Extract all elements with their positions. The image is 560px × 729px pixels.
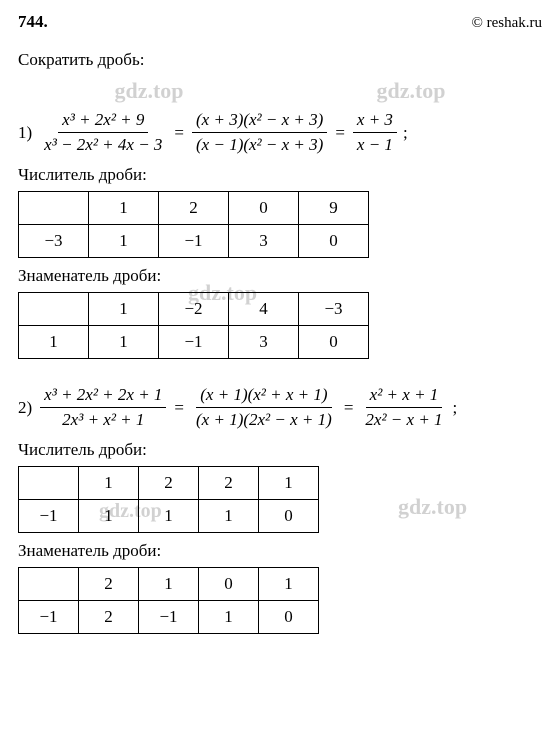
cell: 0 — [299, 326, 369, 359]
numerator: x³ + 2x² + 9 — [58, 110, 148, 133]
cell: 2 — [199, 467, 259, 500]
cell: −2 — [159, 293, 229, 326]
table-row: 1 2 2 1 — [19, 467, 319, 500]
fraction: x + 3 x − 1 — [353, 110, 397, 155]
denominator-label: Знаменатель дроби: — [18, 541, 542, 561]
fraction: x³ + 2x² + 2x + 1 2x³ + x² + 1 — [40, 385, 166, 430]
numerator-table-1: 1 2 0 9 −3 1 −1 3 0 — [18, 191, 369, 258]
copyright: © reshak.ru — [471, 15, 542, 32]
equals: = — [174, 398, 184, 418]
cell: 4 — [229, 293, 299, 326]
cell: 1 — [89, 293, 159, 326]
equation-1: 1) x³ + 2x² + 9 x³ − 2x² + 4x − 3 = (x +… — [18, 110, 542, 155]
fraction: x² + x + 1 2x² − x + 1 — [361, 385, 446, 430]
denominator: x − 1 — [353, 133, 397, 155]
numerator: x + 3 — [353, 110, 397, 133]
cell: 1 — [139, 500, 199, 533]
cell: 1 — [199, 601, 259, 634]
cell: 2 — [79, 568, 139, 601]
watermark-text: gdz.top — [114, 78, 183, 104]
semicolon: ; — [453, 398, 458, 418]
cell: 1 — [259, 467, 319, 500]
problem-index: 1) — [18, 123, 32, 143]
denominator-table-1: 1 −2 4 −3 1 1 −1 3 0 — [18, 292, 369, 359]
cell: 2 — [159, 192, 229, 225]
cell: 1 — [89, 192, 159, 225]
cell: −3 — [19, 225, 89, 258]
denominator-table-2: 2 1 0 1 −1 2 −1 1 0 — [18, 567, 319, 634]
cell: 0 — [229, 192, 299, 225]
semicolon: ; — [403, 123, 408, 143]
problem-number: 744. — [18, 12, 48, 32]
table-row: 2 1 0 1 — [19, 568, 319, 601]
denominator: x³ − 2x² + 4x − 3 — [40, 133, 166, 155]
task-text: Сократить дробь: — [18, 50, 542, 70]
cell: 1 — [259, 568, 319, 601]
numerator: x³ + 2x² + 2x + 1 — [40, 385, 166, 408]
problem-index: 2) — [18, 398, 32, 418]
denominator: (x − 1)(x² − x + 3) — [192, 133, 327, 155]
table-row: 1 1 −1 3 0 — [19, 326, 369, 359]
cell: −1 — [19, 601, 79, 634]
cell — [19, 467, 79, 500]
equals: = — [335, 123, 345, 143]
cell: 0 — [199, 568, 259, 601]
equals: = — [344, 398, 354, 418]
table-row: 1 −2 4 −3 — [19, 293, 369, 326]
cell: 3 — [229, 225, 299, 258]
cell: −1 — [159, 326, 229, 359]
cell: 0 — [259, 601, 319, 634]
cell: 1 — [19, 326, 89, 359]
numerator-label: Числитель дроби: — [18, 165, 542, 185]
cell: 1 — [89, 326, 159, 359]
cell: 0 — [299, 225, 369, 258]
equation-2: 2) x³ + 2x² + 2x + 1 2x³ + x² + 1 = (x +… — [18, 385, 542, 430]
cell: −3 — [299, 293, 369, 326]
cell-value: 1 — [104, 506, 113, 525]
watermark-top: gdz.top gdz.top — [18, 78, 542, 104]
cell: 2 — [79, 601, 139, 634]
numerator-table-2: 1 2 2 1 −1 1 gdz.top 1 1 0 — [18, 466, 319, 533]
table-row: −1 1 gdz.top 1 1 0 — [19, 500, 319, 533]
cell: 1 gdz.top — [79, 500, 139, 533]
fraction: x³ + 2x² + 9 x³ − 2x² + 4x − 3 — [40, 110, 166, 155]
cell: 0 — [259, 500, 319, 533]
numerator: x² + x + 1 — [366, 385, 443, 408]
cell: 1 — [139, 568, 199, 601]
denominator-label: Знаменатель дроби: — [18, 266, 542, 286]
cell: 2 — [139, 467, 199, 500]
watermark-text: gdz.top — [376, 78, 445, 104]
numerator-label: Числитель дроби: — [18, 440, 542, 460]
table-row: 1 2 0 9 — [19, 192, 369, 225]
cell — [19, 293, 89, 326]
watermark-right: gdz.top — [398, 494, 467, 520]
equals: = — [174, 123, 184, 143]
cell: −1 — [139, 601, 199, 634]
denominator: 2x² − x + 1 — [361, 408, 446, 430]
cell: 9 — [299, 192, 369, 225]
cell: 1 — [199, 500, 259, 533]
denominator: 2x³ + x² + 1 — [58, 408, 148, 430]
cell — [19, 192, 89, 225]
cell — [19, 568, 79, 601]
header: 744. © reshak.ru — [18, 12, 542, 32]
table-row: −1 2 −1 1 0 — [19, 601, 319, 634]
table-row: −3 1 −1 3 0 — [19, 225, 369, 258]
denominator: (x + 1)(2x² − x + 1) — [192, 408, 336, 430]
cell: 1 — [79, 467, 139, 500]
fraction: (x + 1)(x² + x + 1) (x + 1)(2x² − x + 1) — [192, 385, 336, 430]
cell: −1 — [159, 225, 229, 258]
numerator: (x + 1)(x² + x + 1) — [196, 385, 331, 408]
numerator: (x + 3)(x² − x + 3) — [192, 110, 327, 133]
fraction: (x + 3)(x² − x + 3) (x − 1)(x² − x + 3) — [192, 110, 327, 155]
cell: 1 — [89, 225, 159, 258]
cell: −1 — [19, 500, 79, 533]
cell: 3 — [229, 326, 299, 359]
